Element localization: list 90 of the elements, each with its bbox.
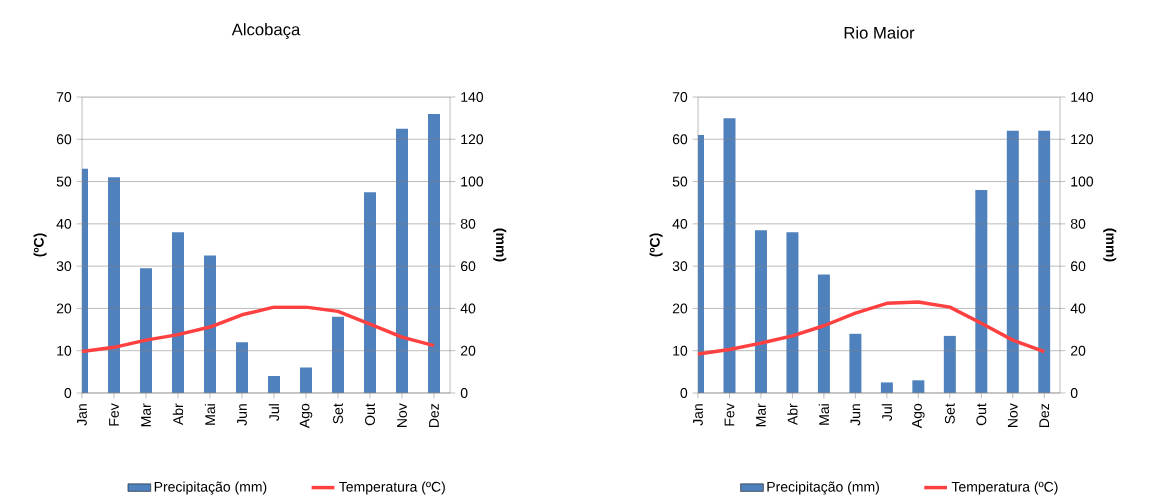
y-tick-label: 50 [672,176,688,187]
bar [268,376,281,393]
y2-tick-label: 60 [460,261,476,272]
y2-tick-label: 120 [461,134,484,145]
y-axis-title: (ºC) [649,233,663,257]
bar [786,232,799,393]
legend-label: Temperatura (ºC) [339,481,445,495]
x-tick-label: Jun [237,404,247,426]
y-tick-label: 20 [672,303,688,314]
y2-tick-label: 0 [1070,388,1078,398]
y-tick-label: 60 [672,134,688,145]
bar [300,367,313,393]
bar [754,230,767,393]
y-tick-label: 10 [673,345,688,356]
y2-tick-label: 20 [1070,345,1086,356]
y-tick-label: 20 [56,303,72,314]
x-tick-label: Set [944,403,955,424]
bar [1006,130,1019,393]
y2-tick-label: 40 [460,303,476,314]
bar [204,255,217,393]
y-tick-label: 10 [57,345,72,356]
y2-tick-label: 80 [460,218,476,229]
y-tick-label: 70 [672,92,688,102]
x-tick-label: Jan [693,404,703,426]
bar [332,316,345,393]
bar [817,274,830,393]
x-tick-label: Out [976,403,987,426]
bar [364,192,377,393]
bar [172,232,184,393]
y2-axis-title: (mm) [1103,228,1117,262]
y-tick-label: 30 [56,261,72,272]
bar [396,128,409,393]
y2-tick-label: 60 [1070,261,1086,272]
x-tick-label: Mar [756,403,766,427]
y-tick-label: 40 [672,218,688,229]
legend-label: Precipitação (mm) [767,481,879,495]
y-tick-label: 0 [680,388,688,398]
chart-title: Alcobaça [231,23,301,39]
x-tick-label: Out [365,403,375,426]
y-tick-label: 0 [64,388,72,398]
x-tick-label: Fev [109,403,119,426]
x-tick-label: Jun [850,404,861,426]
y2-tick-label: 140 [1071,92,1094,102]
y-tick-label: 40 [56,218,72,229]
bar [880,382,893,393]
bar [849,333,862,393]
y2-tick-label: 80 [1070,218,1086,229]
y2-axis-title: (mm) [493,228,507,262]
y-tick-label: 70 [56,92,72,102]
y-tick-label: 60 [56,134,72,145]
line-series [82,305,436,354]
y2-tick-label: 140 [461,92,484,102]
bar [236,342,249,393]
x-tick-label: Mar [141,403,151,427]
y2-tick-label: 100 [461,176,484,187]
chart-title: Rio Maior [844,26,915,39]
x-tick-label: Fev [724,403,735,426]
bar [912,380,925,393]
y-tick-label: 30 [672,261,688,272]
bar [108,177,120,393]
bar [943,335,956,393]
bar [140,268,152,393]
bar [723,118,736,393]
x-tick-label: Jan [77,404,87,426]
y2-tick-label: 40 [1070,303,1086,314]
y2-tick-label: 100 [1071,176,1094,187]
x-tick-label: Abr [172,403,184,426]
legend-label: Temperatura (ºC) [951,481,1058,495]
bar [428,113,440,393]
x-tick-label: Set [333,403,343,424]
y2-tick-label: 120 [1071,134,1094,145]
x-tick-label: Nov [1007,403,1018,427]
x-tick-label: Mai [204,404,216,425]
line-series [698,300,1047,356]
x-tick-label: Dez [1039,403,1050,427]
y-tick-label: 50 [56,176,72,187]
x-tick-label: Abr [787,403,798,426]
x-tick-label: Jul [881,404,893,421]
y2-tick-label: 0 [460,388,468,398]
x-tick-label: Ago [299,403,313,429]
bar [975,190,988,393]
legend-label: Precipitação (mm) [154,481,267,495]
y-axis-title: (ºC) [33,233,47,257]
x-tick-label: Jul [268,404,280,421]
y2-tick-label: 20 [460,345,476,356]
x-tick-label: Dez [429,403,439,427]
x-tick-label: Ago [912,403,925,429]
bar [1038,130,1051,393]
x-tick-label: Mai [818,404,830,425]
x-tick-label: Nov [397,403,407,427]
